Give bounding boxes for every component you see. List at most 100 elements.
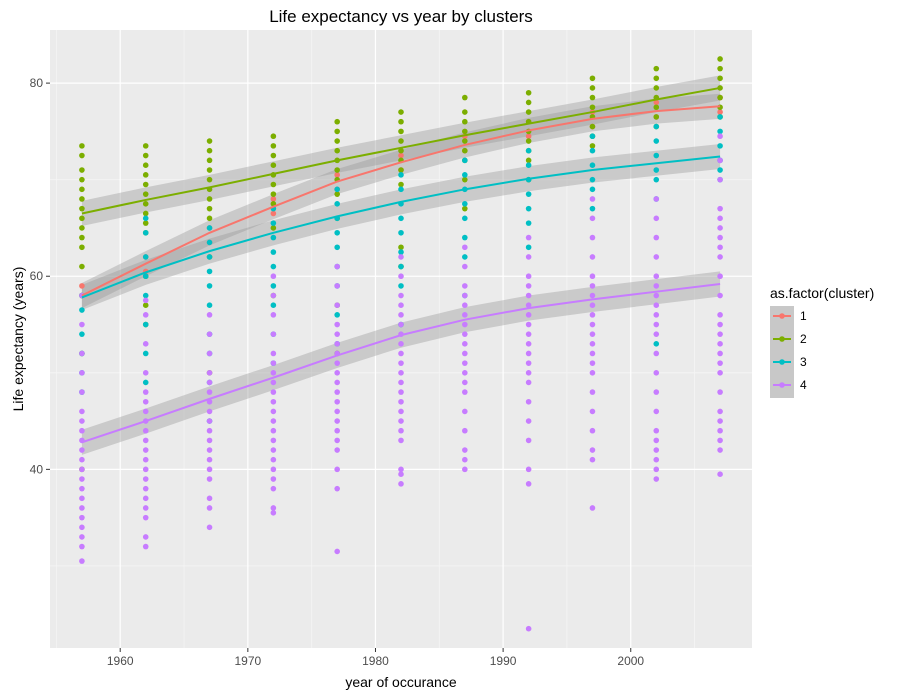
point-cluster-4-205 [717, 205, 723, 212]
point-cluster-4-104 [398, 312, 404, 318]
point-cluster-2-30 [206, 157, 213, 164]
point-cluster-4-224 [717, 437, 723, 444]
point-cluster-2-75 [462, 147, 468, 154]
legend-label-2: 2 [800, 332, 807, 346]
point-cluster-3-79 [717, 114, 723, 120]
point-cluster-4-132 [462, 369, 468, 376]
point-cluster-2-105 [717, 75, 723, 82]
point-cluster-3-74 [653, 152, 660, 159]
point-cluster-2-98 [653, 85, 660, 91]
point-cluster-4-149 [525, 341, 532, 347]
point-cluster-3-14 [206, 225, 213, 231]
point-cluster-4-58 [206, 524, 213, 531]
x-tick-label-0: 1960 [107, 654, 134, 668]
point-cluster-4-222 [717, 418, 723, 424]
point-cluster-2-96 [653, 65, 660, 72]
point-cluster-4-110 [398, 369, 404, 376]
point-cluster-3-48 [398, 263, 404, 270]
point-cluster-2-39 [270, 133, 277, 140]
point-cluster-4-141 [525, 254, 532, 260]
point-cluster-2-22 [142, 210, 149, 217]
point-cluster-4-81 [334, 283, 340, 289]
point-cluster-3-83 [717, 167, 723, 173]
point-cluster-4-126 [462, 312, 468, 318]
point-cluster-2-42 [270, 162, 277, 168]
point-cluster-4-193 [653, 369, 660, 376]
point-cluster-3-80 [717, 128, 723, 135]
point-cluster-2-70 [462, 94, 468, 101]
point-cluster-2-89 [589, 85, 596, 91]
point-cluster-4-192 [653, 350, 660, 357]
point-cluster-4-53 [206, 456, 213, 463]
point-cluster-2-103 [717, 56, 723, 62]
point-cluster-4-84 [334, 331, 340, 337]
point-cluster-4-63 [270, 350, 277, 357]
point-cluster-2-32 [206, 176, 213, 183]
point-cluster-2-79 [525, 89, 532, 96]
point-cluster-4-191 [653, 331, 660, 337]
point-cluster-4-4 [79, 389, 85, 395]
point-cluster-3-73 [653, 138, 660, 144]
point-cluster-4-131 [462, 360, 468, 366]
point-cluster-3-81 [717, 143, 723, 149]
point-cluster-4-1 [79, 321, 85, 328]
point-cluster-4-188 [653, 302, 660, 309]
point-cluster-3-28 [270, 263, 277, 270]
point-cluster-4-23 [142, 341, 149, 347]
point-cluster-4-111 [398, 379, 404, 386]
point-cluster-4-22 [142, 312, 149, 318]
point-cluster-4-139 [462, 466, 468, 473]
point-cluster-2-95 [589, 143, 596, 149]
y-tick-label-2: 80 [30, 76, 44, 90]
point-cluster-3-25 [270, 220, 277, 226]
point-cluster-3-71 [589, 205, 596, 212]
chart-title: Life expectancy vs year by clusters [269, 7, 533, 26]
point-cluster-4-51 [206, 437, 213, 444]
point-cluster-4-93 [334, 418, 340, 424]
point-cluster-4-72 [270, 437, 277, 444]
point-cluster-3-52 [462, 172, 468, 178]
point-cluster-4-85 [334, 341, 340, 347]
point-cluster-4-122 [462, 263, 468, 270]
point-cluster-1-9 [334, 172, 340, 178]
point-cluster-4-138 [462, 456, 468, 463]
point-cluster-2-20 [142, 191, 149, 197]
legend-label-4: 4 [800, 378, 807, 392]
point-cluster-4-32 [142, 456, 149, 463]
point-cluster-2-74 [462, 138, 468, 144]
point-cluster-4-125 [462, 302, 468, 309]
point-cluster-1-1 [79, 283, 85, 289]
point-cluster-4-54 [206, 466, 213, 473]
point-cluster-2-100 [653, 104, 660, 111]
point-cluster-4-198 [653, 447, 660, 453]
point-cluster-4-29 [142, 427, 149, 434]
point-cluster-4-112 [398, 389, 404, 395]
point-cluster-4-101 [398, 273, 404, 280]
point-cluster-4-155 [525, 418, 532, 424]
point-cluster-2-93 [589, 123, 596, 130]
legend-label-1: 1 [800, 309, 807, 323]
point-cluster-2-50 [334, 128, 340, 135]
point-cluster-4-46 [206, 389, 213, 395]
point-cluster-4-208 [717, 234, 723, 241]
point-cluster-2-36 [206, 215, 213, 222]
point-cluster-4-210 [717, 254, 723, 260]
point-cluster-4-180 [589, 505, 596, 511]
point-cluster-2-51 [334, 138, 340, 144]
point-cluster-3-60 [525, 162, 532, 168]
point-cluster-2-61 [398, 118, 404, 125]
point-cluster-4-10 [79, 456, 85, 463]
x-axis-label: year of occurance [345, 674, 456, 690]
point-cluster-4-159 [525, 625, 532, 632]
point-cluster-3-63 [525, 205, 532, 212]
point-cluster-2-47 [270, 225, 277, 231]
point-cluster-4-225 [717, 447, 723, 453]
point-cluster-2-16 [142, 152, 149, 159]
point-cluster-4-119 [398, 471, 404, 477]
confidence-band-4 [81, 271, 721, 455]
point-cluster-4-67 [270, 389, 277, 395]
point-cluster-2-86 [525, 157, 532, 164]
point-cluster-4-11 [79, 466, 85, 473]
point-cluster-4-92 [334, 408, 340, 415]
point-cluster-4-12 [79, 476, 85, 482]
